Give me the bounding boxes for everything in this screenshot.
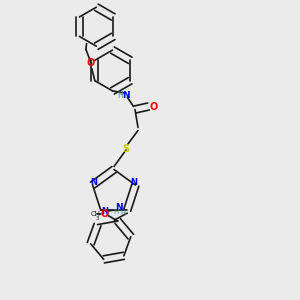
Text: N: N <box>115 203 123 212</box>
Text: N: N <box>101 207 108 216</box>
Text: O: O <box>86 58 94 68</box>
Text: N: N <box>91 178 98 187</box>
Text: H: H <box>117 91 123 100</box>
Text: N: N <box>130 178 137 187</box>
Text: H: H <box>114 209 119 215</box>
Text: 3: 3 <box>96 215 99 220</box>
Text: O: O <box>100 208 108 218</box>
Text: N: N <box>122 91 130 100</box>
Text: H: H <box>120 210 125 216</box>
Text: CH: CH <box>90 211 100 217</box>
Text: O: O <box>149 101 158 112</box>
Text: S: S <box>122 144 130 154</box>
